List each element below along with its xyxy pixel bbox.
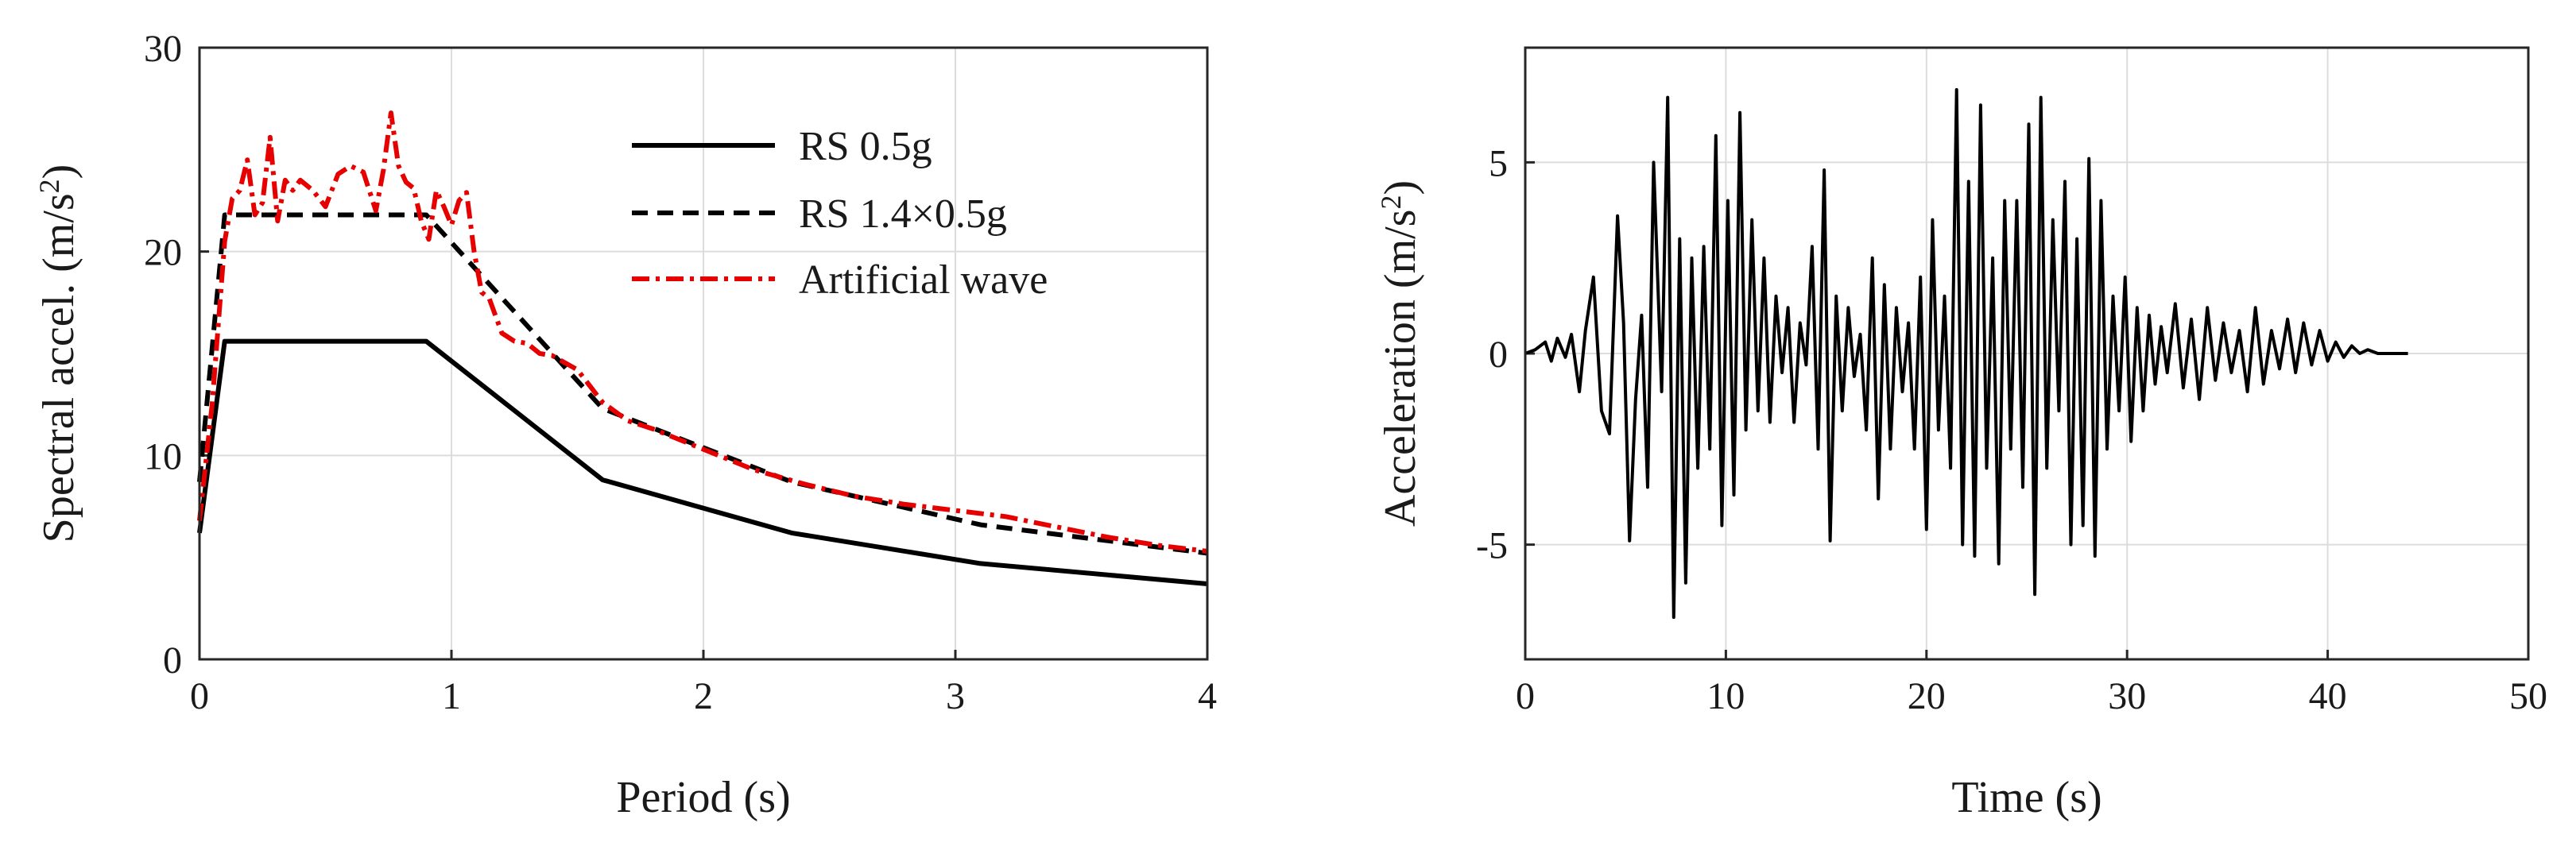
- x-tick-label: 0: [1516, 675, 1535, 717]
- legend-label-rs-14x05g: RS 1.4×0.5g: [799, 191, 1007, 237]
- x-axis-label: Period (s): [616, 773, 790, 822]
- plot-frame: [198, 46, 1209, 661]
- x-tick-label: 3: [946, 675, 965, 717]
- series-line-rs-0-5g: [197, 338, 1208, 586]
- y-tick-label: 5: [1489, 142, 1508, 184]
- x-tick-label: 1: [442, 675, 461, 717]
- x-tick-labels: 0 10 20 30 40 50: [1516, 675, 2547, 717]
- x-tick-label: 50: [2509, 675, 2547, 717]
- series-line-acceleration-time-history: [1524, 87, 2408, 620]
- series-line-rs-1-4-0-5g: [197, 212, 1208, 556]
- x-tick-label: 40: [2309, 675, 2347, 717]
- series-lines: [197, 110, 1208, 586]
- response-spectrum-chart: 0 1 2 3 4 0 10 20 30 Period (s) Spectral accel.…: [33, 28, 1217, 822]
- y-axis-label-end: ): [34, 164, 83, 180]
- grid-lines: [198, 46, 1209, 661]
- y-axis-label-end: ): [1376, 180, 1425, 195]
- plot-frame: [1524, 46, 2530, 661]
- x-tick-label: 20: [1908, 675, 1946, 717]
- y-tick-label: 20: [144, 232, 182, 274]
- series-line-artificial-wave: [197, 110, 1208, 554]
- y-tick-label: 0: [1489, 334, 1508, 376]
- x-tick-label: 0: [190, 675, 209, 717]
- y-axis-label: Spectral accel. (m/s2): [33, 164, 83, 543]
- x-tick-labels: 0 1 2 3 4: [190, 675, 1217, 717]
- x-tick-label: 2: [694, 675, 713, 717]
- y-axis-label: Acceleration (m/s2): [1375, 180, 1425, 527]
- y-tick-label: -5: [1476, 525, 1508, 567]
- y-tick-labels: -5 0 5: [1476, 142, 1508, 566]
- y-axis-label-main: Acceleration (m/s: [1376, 210, 1425, 527]
- y-axis-label-sup: 2: [1375, 195, 1407, 210]
- series-lines: [1524, 87, 2408, 620]
- y-axis-label-sup: 2: [33, 179, 65, 193]
- x-tick-label: 4: [1198, 675, 1217, 717]
- y-axis-label-main: Spectral accel. (m/s: [34, 193, 83, 543]
- x-tick-label: 30: [2108, 675, 2146, 717]
- acceleration-time-history-chart: 0 10 20 30 40 50 -5 0 5 Time (s) Acceleration (…: [1375, 46, 2547, 822]
- y-tick-label: 0: [163, 639, 182, 682]
- x-axis-label: Time (s): [1951, 773, 2101, 822]
- legend: RS 0.5g RS 1.4×0.5g Artificial wave: [632, 124, 1048, 303]
- legend-label-rs-05g: RS 0.5g: [799, 124, 932, 169]
- x-tick-label: 10: [1706, 675, 1745, 717]
- y-tick-labels: 0 10 20 30: [144, 28, 182, 682]
- y-tick-label: 30: [144, 28, 182, 70]
- legend-label-artificial-wave: Artificial wave: [799, 257, 1048, 303]
- y-tick-label: 10: [144, 435, 182, 477]
